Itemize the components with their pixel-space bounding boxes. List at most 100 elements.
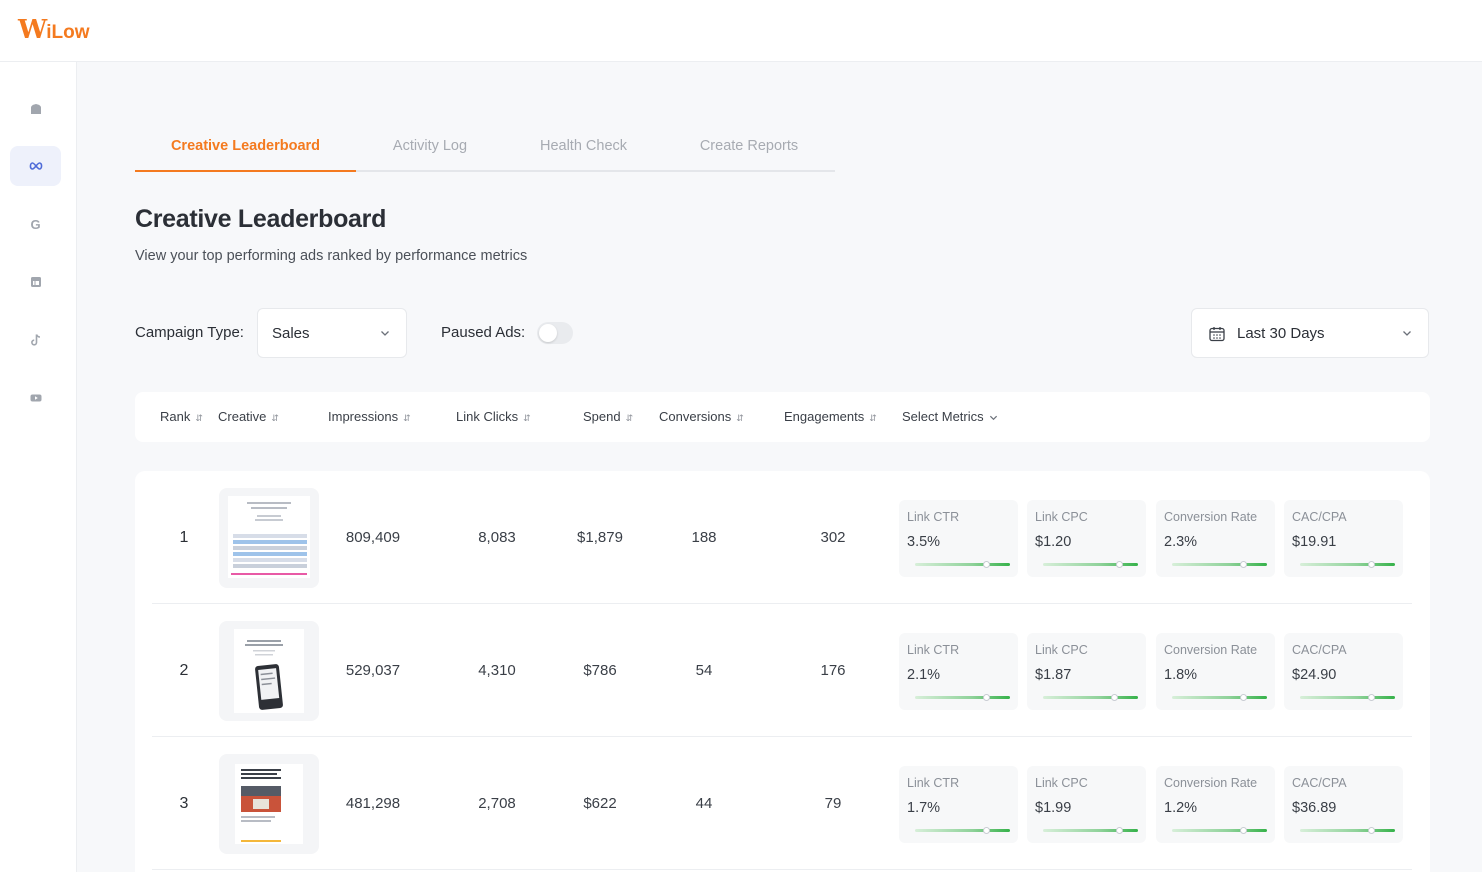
rank-cell: 2 (179, 662, 189, 679)
tiktok-icon (30, 334, 40, 346)
sort-icon: ⇵ (736, 413, 743, 423)
sort-icon: ⇵ (403, 413, 410, 423)
calendar-icon (1209, 327, 1225, 342)
metric-card-link-ctr: Link CTR 2.1% (899, 633, 1018, 710)
creative-thumbnail[interactable] (219, 488, 319, 588)
metric-marker (1116, 561, 1123, 568)
column-header-spend[interactable]: Spend ⇵ (583, 409, 633, 424)
metric-card-conversion-rate: Conversion Rate 2.3% (1156, 500, 1275, 577)
metric-bar (915, 694, 1010, 701)
creative-preview-image (234, 629, 304, 713)
sort-icon: ⇵ (869, 413, 876, 423)
engagements-cell: 79 (824, 795, 842, 812)
metric-card-conversion-rate: Conversion Rate 1.2% (1156, 766, 1275, 843)
spend-cell: $1,879 (577, 529, 623, 546)
willow-logo[interactable]: WiLow (18, 15, 90, 45)
column-header-engagements[interactable]: Engagements ⇵ (784, 409, 877, 424)
campaign-type-select[interactable]: Sales (257, 308, 407, 358)
engagements-cell: 176 (820, 662, 846, 679)
impressions-cell: 481,298 (345, 795, 401, 812)
metric-marker (1368, 561, 1376, 568)
paused-ads-toggle[interactable] (537, 322, 573, 344)
sort-icon: ⇵ (195, 413, 202, 423)
metric-card-cac-cpa: CAC/CPA $24.90 (1284, 633, 1403, 710)
youtube-icon (30, 394, 41, 402)
column-header-conversions[interactable]: Conversions ⇵ (659, 409, 744, 424)
spend-cell: $622 (583, 795, 617, 812)
tab-bar: Creative Leaderboard Activity Log Health… (135, 126, 835, 172)
tab-activity-log[interactable]: Activity Log (392, 138, 468, 154)
column-header-link-clicks[interactable]: Link Clicks ⇵ (456, 409, 531, 424)
impressions-cell: 809,409 (345, 529, 401, 546)
chevron-down-icon (989, 415, 997, 421)
metric-bar (1172, 827, 1267, 834)
link-clicks-cell: 2,708 (478, 795, 516, 812)
metric-card-link-cpc: Link CPC $1.87 (1027, 633, 1146, 710)
rank-cell: 1 (179, 529, 189, 546)
metric-marker (1368, 694, 1376, 701)
metric-card-cac-cpa: CAC/CPA $36.89 (1284, 766, 1403, 843)
home-icon (30, 104, 41, 114)
metric-bar (1300, 694, 1395, 701)
creative-thumbnail[interactable] (219, 754, 319, 854)
leaderboard-table: 1 809,409 8,083 $1,879 188 302 Link CTR 3… (135, 471, 1430, 872)
metric-marker (1116, 827, 1123, 834)
impressions-cell: 529,037 (345, 662, 401, 679)
tab-create-reports[interactable]: Create Reports (699, 138, 799, 154)
tab-creative-leaderboard[interactable]: Creative Leaderboard (170, 138, 321, 154)
column-header-rank[interactable]: Rank ⇵ (160, 409, 203, 424)
meta-icon (29, 162, 42, 170)
table-row[interactable]: 3 481,298 2,708 $622 44 79 Link CTR 1.7% … (135, 737, 1430, 870)
column-header-creative[interactable]: Creative ⇵ (218, 409, 279, 424)
metric-marker (1240, 561, 1248, 568)
linkedin-icon (30, 277, 41, 287)
metric-card-conversion-rate: Conversion Rate 1.8% (1156, 633, 1275, 710)
metric-marker (1368, 827, 1376, 834)
row-divider (152, 869, 1412, 870)
top-bar: WiLow (0, 0, 1482, 62)
campaign-type-value: Sales (272, 324, 310, 342)
metric-marker (1240, 694, 1248, 701)
sidebar-item-youtube[interactable] (10, 378, 61, 418)
toggle-knob (539, 324, 557, 342)
metric-bar (915, 827, 1010, 834)
metric-marker (983, 694, 991, 701)
sidebar-item-tiktok[interactable] (10, 320, 61, 360)
metric-card-link-ctr: Link CTR 3.5% (899, 500, 1018, 577)
metric-marker (983, 827, 991, 834)
active-tab-indicator (135, 170, 356, 172)
column-header-impressions[interactable]: Impressions ⇵ (328, 409, 411, 424)
row-divider (152, 736, 1412, 737)
sidebar: G (0, 62, 77, 872)
conversions-cell: 44 (695, 795, 713, 812)
tab-health-check[interactable]: Health Check (539, 138, 628, 154)
sidebar-item-linkedin[interactable] (10, 262, 61, 302)
table-row[interactable]: 1 809,409 8,083 $1,879 188 302 Link CTR 3… (135, 471, 1430, 604)
sidebar-item-google[interactable]: G (10, 204, 61, 244)
select-metrics-dropdown[interactable]: Select Metrics (902, 392, 998, 442)
creative-thumbnail[interactable] (219, 621, 319, 721)
table-row[interactable]: 2 529,037 4,310 $786 54 176 Link CTR 2.1%… (135, 604, 1430, 737)
page-title: Creative Leaderboard (135, 205, 387, 233)
conversions-cell: 188 (691, 529, 717, 546)
metric-card-link-ctr: Link CTR 1.7% (899, 766, 1018, 843)
table-header: Rank ⇵ Creative ⇵ Impressions ⇵ Link Clicks… (135, 392, 1430, 442)
metric-marker (983, 561, 991, 568)
google-icon: G (30, 216, 41, 232)
metric-bar (1300, 827, 1395, 834)
metric-bar (1300, 561, 1395, 568)
metric-card-cac-cpa: CAC/CPA $19.91 (1284, 500, 1403, 577)
metric-bar (1043, 694, 1138, 701)
page-subtitle: View your top performing ads ranked by p… (135, 248, 528, 264)
sidebar-item-home[interactable] (10, 89, 61, 129)
paused-ads-label: Paused Ads: (441, 324, 526, 341)
creative-preview-image (235, 764, 303, 844)
sidebar-item-meta[interactable] (10, 146, 61, 186)
link-clicks-cell: 4,310 (478, 662, 516, 679)
chevron-down-icon (381, 331, 389, 336)
metric-card-link-cpc: Link CPC $1.20 (1027, 500, 1146, 577)
metric-marker (1111, 694, 1119, 701)
date-range-select[interactable]: Last 30 Days (1191, 308, 1429, 358)
metric-bar (1043, 827, 1138, 834)
link-clicks-cell: 8,083 (478, 529, 516, 546)
